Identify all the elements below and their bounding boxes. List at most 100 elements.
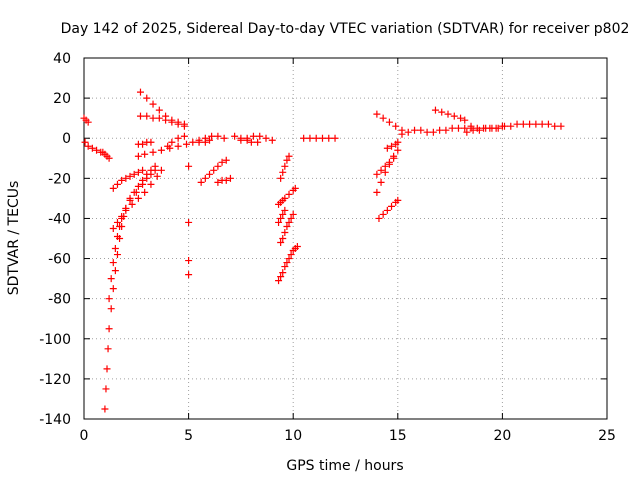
data-point [538,120,546,128]
data-point [109,184,117,192]
data-point [281,194,289,202]
data-point [461,116,469,124]
y-tick-label: 20 [53,91,71,107]
data-point [279,235,287,242]
series-arc-i [136,112,188,128]
data-point [507,122,515,130]
data-point [231,132,239,140]
data-point [201,138,209,146]
data-point [388,142,396,150]
data-point [306,134,314,142]
y-tick-label: 40 [53,51,71,67]
data-point [394,138,402,146]
data-point [519,120,527,128]
data-point [111,267,119,275]
data-point [210,166,218,174]
series-arc-c [99,148,113,162]
series-arc-q [214,174,234,186]
data-point [283,259,291,267]
data-point [155,106,163,114]
data-point [557,122,565,130]
data-point [105,295,113,303]
data-point [287,214,295,222]
series-arc-y [300,134,339,142]
data-point [312,134,320,142]
data-point [111,245,119,253]
data-point [155,114,163,122]
data-point [206,136,214,144]
data-point [93,146,101,154]
x-tick-label: 25 [598,428,616,444]
y-axis-label: SDTVAR / TECUs [6,181,22,296]
data-point [429,128,437,136]
data-point [448,124,456,132]
data-point [277,239,285,247]
data-point [277,174,285,182]
data-point [107,305,115,313]
series-arc-ad [375,196,402,222]
y-tick-label: -80 [48,292,71,308]
data-point [136,112,144,120]
data-point [513,120,521,128]
data-point [222,176,230,184]
data-point [104,345,112,353]
series-arc-a [80,114,92,126]
data-point [132,188,140,196]
data-point [249,132,257,140]
data-point [157,166,165,174]
data-point [139,140,147,148]
data-point [128,200,136,208]
data-point [544,120,552,128]
series-arc-t [277,152,293,182]
data-point [551,122,559,130]
series-arc-x [275,243,301,285]
data-point [247,138,255,146]
data-point [185,218,193,226]
x-axis-label: GPS time / hours [286,458,403,474]
data-point [143,174,151,182]
data-point [214,132,222,140]
data-point [109,285,117,293]
data-point [283,222,291,230]
data-point [122,206,130,214]
data-point [461,124,469,132]
data-point [218,158,226,166]
data-point [404,128,412,136]
data-point [222,156,230,164]
data-point [118,212,126,220]
chart-title: Day 142 of 2025, Sidereal Day-to-day VTE… [61,21,630,37]
data-point [381,168,389,176]
data-point [136,88,144,96]
data-point [214,178,222,186]
data-point [279,168,287,176]
data-point [197,178,205,186]
data-point [285,152,293,160]
data-point [180,120,188,128]
data-point [151,166,159,174]
data-point [164,142,172,150]
data-point [143,94,151,102]
data-point [492,124,500,132]
series-arc-v [275,206,289,226]
data-point [113,180,121,188]
y-tick-label: -100 [39,332,71,348]
x-tick-label: 5 [184,428,193,444]
data-point [130,170,138,178]
data-point [141,150,149,158]
data-point [277,273,285,281]
data-point [185,271,193,279]
data-point [262,134,270,142]
data-point [390,152,398,160]
series-arc-p [197,156,230,186]
data-point [300,134,308,142]
data-point [81,138,89,146]
series-arc-ab [373,146,402,196]
data-point [134,182,142,190]
data-point [498,122,506,130]
data-point [122,174,130,182]
data-point [118,176,126,184]
data-point [139,166,147,174]
data-point [331,134,339,142]
data-point [383,206,391,214]
